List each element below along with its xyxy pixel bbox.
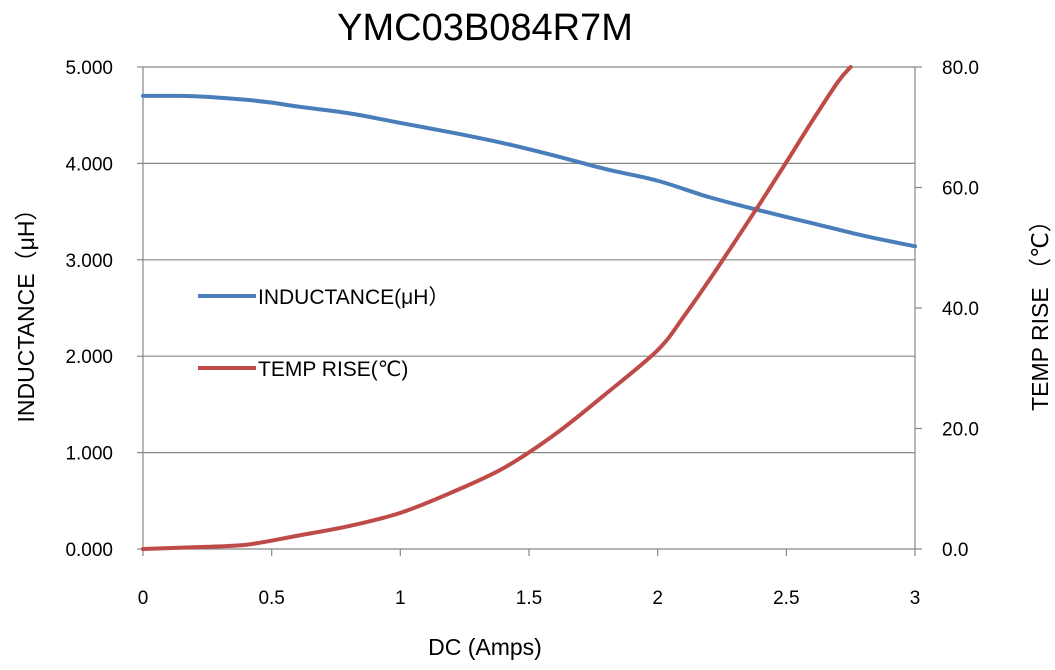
y2-tick-label: 0.0 xyxy=(942,540,968,561)
y2-tick-label: 40.0 xyxy=(942,299,979,320)
legend-label-inductance: INDUCTANCE(μH） xyxy=(258,286,449,309)
y-axis-title: INDUCTANCE（μH） xyxy=(13,198,39,423)
x-tick-label: 1.5 xyxy=(516,588,542,609)
series-line-inductance xyxy=(141,93,917,249)
x-tick-label: 0 xyxy=(138,588,149,609)
x-tick-label: 2 xyxy=(652,588,663,609)
chart-title: YMC03B084R7M xyxy=(337,7,633,49)
x-axis-title: DC (Amps) xyxy=(428,634,542,660)
legend-label-temp-rise: TEMP RISE(℃) xyxy=(258,358,408,381)
y-tick-label: 1.000 xyxy=(65,444,113,465)
y-tick-label: 3.000 xyxy=(65,251,113,272)
axes: 0.000 1.000 2.000 3.000 4.000 5.000 0.0 20.0 40.… xyxy=(65,58,979,609)
series-lines xyxy=(141,65,917,551)
y-tick-label: 2.000 xyxy=(65,347,113,368)
y2-tick-label: 60.0 xyxy=(942,179,979,200)
y-tick-label: 4.000 xyxy=(65,154,113,175)
x-tick-label: 3 xyxy=(910,588,921,609)
y2-tick-label: 20.0 xyxy=(942,420,979,441)
y-tick-label: 5.000 xyxy=(65,58,113,79)
gridlines xyxy=(143,66,915,454)
y2-axis-title: TEMP RISE （℃） xyxy=(1027,209,1053,411)
x-tick-label: 0.5 xyxy=(258,588,284,609)
x-tick-label: 2.5 xyxy=(773,588,799,609)
y-tick-label: 0.000 xyxy=(65,540,113,561)
y2-tick-label: 80.0 xyxy=(942,58,979,79)
legend: INDUCTANCE(μH） TEMP RISE(℃) xyxy=(198,286,449,381)
x-tick-label: 1 xyxy=(395,588,406,609)
series-line-temp-rise xyxy=(141,65,853,551)
